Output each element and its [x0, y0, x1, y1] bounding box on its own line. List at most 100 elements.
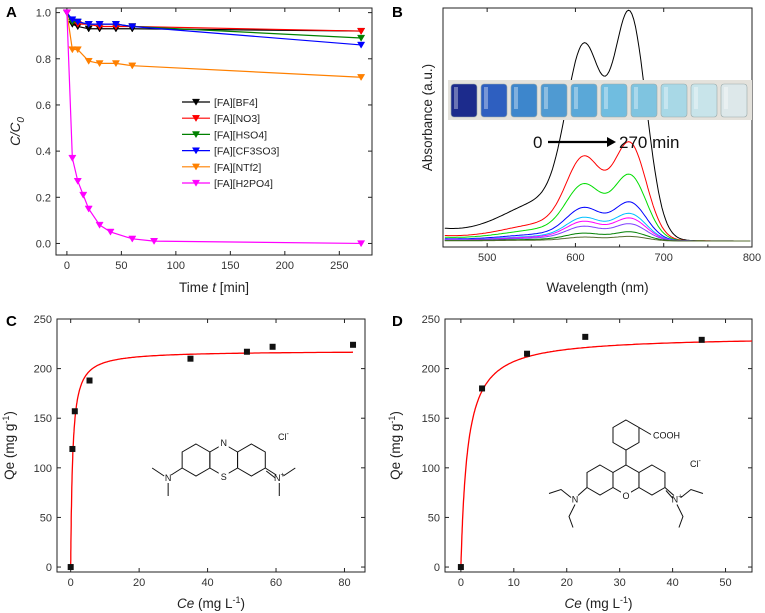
rhb-ethyl — [680, 488, 704, 498]
panel-a-x-tick-label: 150 — [221, 260, 239, 272]
panel-c-y-tick-label: 0 — [46, 562, 52, 574]
data-point — [187, 355, 194, 362]
legend-label-3: [FA][CF3SO3] — [214, 146, 279, 158]
vial-highlight-4 — [574, 87, 578, 109]
vial-4 — [570, 83, 598, 118]
panel-b-x-tick-label: 500 — [478, 252, 496, 264]
panel-d-x-axis-title: Ce (mg L-1) — [564, 595, 632, 611]
mb-n-mask — [218, 437, 229, 448]
panel-a-y-tick-label: 0.0 — [36, 238, 51, 250]
vial-5 — [600, 83, 628, 118]
panel-a-y-tick-label: 0.4 — [36, 146, 51, 158]
panel-d-y-tick-label: 50 — [428, 512, 440, 524]
series-marker-4 — [95, 60, 104, 68]
panel-c-x-tick-label: 0 — [68, 577, 74, 589]
series-marker-4 — [128, 62, 137, 70]
panel-d-x-tick-label: 0 — [458, 577, 464, 589]
vial-0 — [450, 83, 478, 118]
vial-highlight-0 — [454, 87, 458, 109]
panel-c-x-tick-label: 60 — [270, 577, 282, 589]
series-marker-3 — [128, 23, 137, 31]
panel-c-x-axis-title: Ce (mg L-1) — [177, 595, 245, 611]
time-start-label: 0 — [533, 133, 542, 152]
mb-ring-s-label: S — [221, 472, 227, 482]
mb-left-n-label: N — [165, 473, 172, 483]
spectrum-line-4 — [444, 212, 751, 242]
series-marker-4 — [84, 57, 93, 65]
panel-d-fit-curve — [460, 340, 753, 567]
panel-a-y-tick-label: 1.0 — [36, 8, 51, 20]
mb-double-bond — [265, 467, 277, 476]
panel-d-y-tick-label: 200 — [422, 364, 440, 376]
rhb-right-n-label: N+ — [672, 494, 683, 505]
series-marker-5 — [150, 238, 159, 245]
panel-b-x-axis-title: Wavelength (nm) — [546, 280, 648, 295]
vial-9 — [720, 83, 748, 118]
panel-c-x-tick-label: 80 — [338, 577, 350, 589]
panel-c-x-tick-label: 40 — [201, 577, 213, 589]
methylene-blue-structure: N S N N+ Cl- — [151, 431, 296, 496]
rhb-ethyl — [548, 488, 572, 498]
series-marker-5 — [84, 205, 93, 213]
panel-d-x-tick-label: 40 — [666, 577, 678, 589]
mb-ring-left — [181, 443, 211, 477]
panel-a-y-tick-label: 0.2 — [36, 192, 51, 204]
mb-chloride-label: Cl- — [278, 431, 290, 442]
series-marker-4 — [73, 46, 82, 54]
series-marker-1 — [357, 27, 366, 35]
data-point — [71, 408, 78, 415]
panel-d-y-axis-title: Qe (mg g-1) — [387, 411, 403, 480]
mb-methyl — [151, 467, 165, 477]
legend-marker-4 — [191, 163, 201, 171]
panel-b-x-tick-label: 700 — [655, 252, 673, 264]
panel-c-chart: 0 20 40 60 80 0 50 100 150 200 250 Ce (mg L-1) Qe (m… — [1, 314, 366, 611]
panel-a-x-tick-label: 250 — [330, 260, 348, 272]
rhb-left-n-label: N — [572, 495, 579, 505]
vial-highlight-9 — [724, 87, 728, 109]
series-marker-3 — [68, 16, 77, 24]
panel-letter-a: A — [6, 4, 17, 21]
rhb-cooh-label: COOH — [653, 431, 680, 441]
panel-d-x-tick-label: 20 — [561, 577, 573, 589]
panel-d-x-tick-label: 10 — [508, 577, 520, 589]
panel-b-x-tick-label: 800 — [743, 252, 761, 264]
series-marker-3 — [73, 18, 82, 26]
panel-d-y-tick-label: 150 — [422, 413, 440, 425]
vial-6 — [630, 83, 658, 118]
series-marker-3 — [111, 21, 120, 28]
panel-letter-c: C — [6, 313, 17, 330]
panel-c-y-axis-title: Qe (mg g-1) — [1, 411, 17, 480]
spectrum-line-0 — [444, 9, 751, 242]
vial-8 — [690, 83, 718, 118]
rhb-double-bond — [665, 490, 674, 499]
vial-highlight-5 — [604, 87, 608, 109]
series-marker-3 — [357, 41, 366, 49]
vials-photo — [448, 80, 752, 120]
panel-a-x-tick-label: 200 — [276, 260, 294, 272]
series-line-4 — [66, 12, 362, 78]
series-marker-5 — [79, 191, 88, 199]
data-point — [269, 343, 276, 350]
vial-2 — [510, 83, 538, 118]
series-marker-3 — [84, 21, 93, 28]
rhb-o-mask — [620, 490, 631, 501]
panel-d-plot-frame — [444, 318, 753, 573]
series-marker-5 — [128, 235, 137, 243]
rhb-double-bond — [664, 487, 675, 496]
panel-c-y-tick-label: 150 — [34, 413, 52, 425]
legend-marker-2 — [191, 131, 201, 139]
rhb-ring-left — [586, 464, 614, 496]
series-line-5 — [66, 12, 362, 245]
panel-d-x-tick-label: 50 — [719, 577, 731, 589]
panel-c-x-tick-label: 20 — [133, 577, 145, 589]
spectrum-line-8 — [444, 235, 751, 242]
vial-highlight-7 — [664, 87, 668, 109]
rhodamine-b-structure: O COOH N N+ Cl- — [548, 419, 704, 528]
series-marker-5 — [73, 178, 82, 185]
vial-highlight-1 — [484, 87, 488, 109]
vial-highlight-3 — [544, 87, 548, 109]
legend-marker-3 — [191, 147, 201, 155]
panel-letter-b: B — [392, 4, 403, 21]
rhb-ring-phenyl — [612, 419, 640, 451]
